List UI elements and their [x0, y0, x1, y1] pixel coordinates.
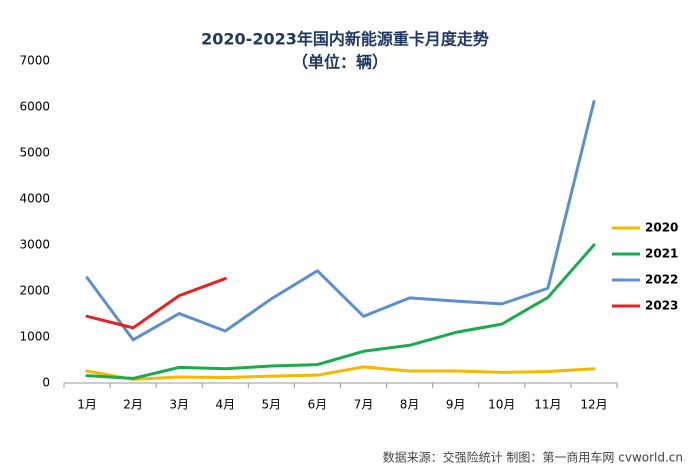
y-tick-label: 6000: [19, 100, 50, 114]
x-tick-label: 3月: [169, 398, 189, 412]
x-tick-label: 9月: [446, 398, 466, 412]
x-tick-label: 5月: [262, 398, 282, 412]
y-tick-label: 5000: [19, 146, 50, 160]
x-tick-label: 2月: [123, 398, 143, 412]
y-tick-label: 4000: [19, 192, 50, 206]
x-tick-label: 11月: [534, 398, 561, 412]
series-line: [85, 243, 596, 380]
series-line: [85, 365, 596, 381]
legend-label: 2021: [645, 247, 678, 261]
source-note: 数据来源：交强险统计 制图：第一商用车网 cvworld.cn: [383, 450, 683, 465]
series-line: [85, 277, 227, 330]
chart-title: 2020-2023年国内新能源重卡月度走势: [201, 30, 489, 49]
x-tick-label: 4月: [215, 398, 235, 412]
series-line: [85, 99, 596, 342]
x-tick-label: 10月: [488, 398, 515, 412]
y-tick-label: 3000: [19, 238, 50, 252]
y-tick-label: 7000: [19, 54, 50, 68]
y-tick-label: 1000: [19, 330, 50, 344]
x-tick-label: 1月: [77, 398, 97, 412]
x-tick-label: 8月: [400, 398, 420, 412]
legend-label: 2022: [645, 273, 678, 287]
x-tick-label: 7月: [354, 398, 374, 412]
x-tick-label: 6月: [308, 398, 328, 412]
y-tick-label: 0: [42, 376, 50, 390]
y-tick-label: 2000: [19, 284, 50, 298]
chart-subtitle: （单位：辆）: [292, 53, 388, 72]
x-tick-label: 12月: [580, 398, 607, 412]
legend-label: 2023: [645, 299, 678, 313]
legend-label: 2020: [645, 221, 678, 235]
